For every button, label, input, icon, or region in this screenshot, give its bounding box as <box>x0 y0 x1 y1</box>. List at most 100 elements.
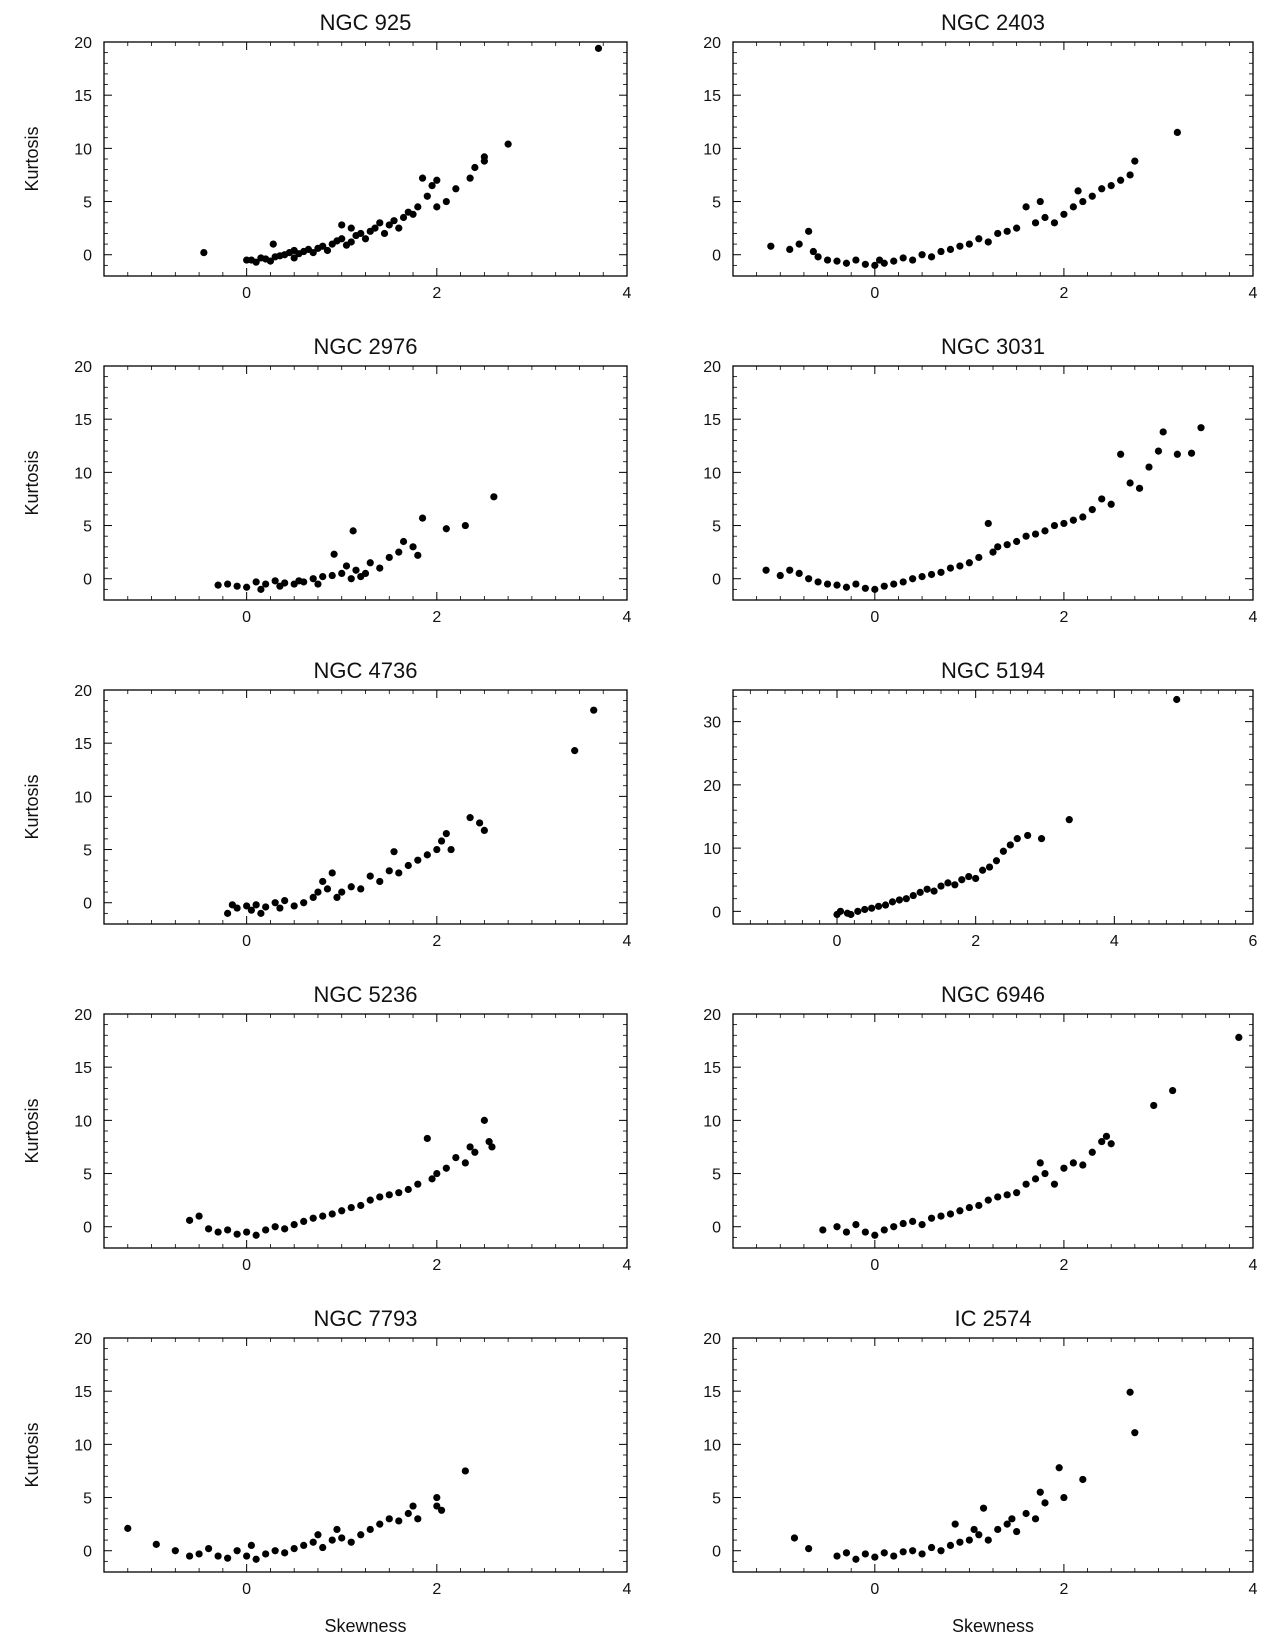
data-point <box>984 1536 992 1544</box>
data-point <box>347 575 355 583</box>
data-point <box>868 904 876 912</box>
data-point <box>956 1538 964 1546</box>
data-point <box>366 1196 374 1204</box>
data-point <box>214 1228 222 1236</box>
y-tick-label: 5 <box>83 843 92 860</box>
data-point <box>871 585 879 593</box>
data-point <box>328 571 336 580</box>
y-tick-label: 10 <box>703 1437 721 1454</box>
data-point <box>338 1207 346 1215</box>
y-tick-label: 20 <box>74 1331 92 1348</box>
data-point <box>1107 500 1115 508</box>
data-point <box>989 548 997 556</box>
data-point <box>433 203 441 211</box>
data-point <box>965 1203 973 1212</box>
data-point <box>461 1467 469 1475</box>
x-tick-label: 4 <box>623 933 632 950</box>
data-point <box>923 885 931 893</box>
data-point <box>809 247 817 256</box>
plot-frame <box>732 1337 1254 1573</box>
plot-frame <box>103 1013 628 1249</box>
y-tick-label: 20 <box>74 35 92 52</box>
data-point <box>395 869 403 877</box>
y-tick-label: 5 <box>83 1491 92 1508</box>
y-tick-label: 15 <box>74 736 92 753</box>
data-point <box>951 881 959 889</box>
scatter-series <box>185 1116 496 1239</box>
x-tick-label: 0 <box>870 285 879 302</box>
data-point <box>1102 1132 1111 1140</box>
data-point <box>243 583 251 591</box>
data-point <box>1006 841 1014 849</box>
y-tick-label: 10 <box>703 141 721 158</box>
data-point <box>480 153 488 161</box>
data-point <box>590 706 598 714</box>
y-tick-label: 15 <box>74 88 92 105</box>
data-point <box>994 229 1002 238</box>
data-point <box>861 1550 869 1558</box>
y-tick-label: 5 <box>712 1491 721 1508</box>
data-point <box>965 1536 973 1544</box>
data-point <box>319 1543 327 1552</box>
scatter-series <box>767 128 1181 269</box>
scatter-series <box>833 695 1181 919</box>
data-point <box>395 1517 403 1525</box>
data-point <box>786 566 794 574</box>
data-point <box>447 845 455 854</box>
data-point <box>930 887 938 895</box>
data-point <box>442 1164 450 1172</box>
data-point <box>1079 513 1087 521</box>
data-point <box>338 1534 346 1542</box>
data-point <box>1003 541 1011 549</box>
data-point <box>347 883 355 891</box>
plot-frame <box>103 365 628 601</box>
y-axis-label: Kurtosis <box>22 450 42 515</box>
data-point <box>805 1545 813 1553</box>
data-point <box>979 866 987 874</box>
y-tick-label: 10 <box>703 841 721 858</box>
data-point <box>946 564 955 572</box>
data-point <box>309 575 317 583</box>
data-point <box>833 581 841 589</box>
data-point <box>1173 695 1181 704</box>
data-point <box>390 217 398 225</box>
panel-title: IC 2574 <box>954 1306 1031 1331</box>
x-tick-label: 4 <box>623 285 632 302</box>
data-point <box>214 1552 222 1560</box>
data-point <box>300 899 308 907</box>
data-point <box>376 877 384 886</box>
data-point <box>442 197 450 206</box>
data-point <box>281 897 289 905</box>
x-tick-label: 2 <box>971 933 980 950</box>
x-tick-label: 4 <box>623 1257 632 1274</box>
scatter-series <box>124 1467 469 1563</box>
data-point <box>290 902 298 910</box>
data-point <box>347 1538 355 1546</box>
data-point <box>842 583 851 591</box>
data-point <box>842 1228 851 1236</box>
data-point <box>271 577 279 585</box>
x-tick-label: 0 <box>242 1257 251 1274</box>
data-point <box>361 569 370 578</box>
x-tick-label: 2 <box>1059 285 1068 302</box>
data-point <box>871 1553 879 1561</box>
data-point <box>195 1550 203 1558</box>
y-tick-label: 20 <box>703 1007 721 1024</box>
data-point <box>861 260 869 268</box>
data-point <box>909 256 917 264</box>
data-point <box>1126 171 1134 179</box>
panel-title: NGC 4736 <box>314 658 418 683</box>
data-point <box>1235 1033 1243 1041</box>
data-point <box>404 1185 412 1194</box>
data-point <box>937 1547 945 1555</box>
data-point <box>1013 224 1021 232</box>
scatter-series <box>214 493 498 593</box>
data-point <box>309 1214 317 1222</box>
data-point <box>399 537 408 546</box>
data-point <box>852 1555 860 1563</box>
data-point <box>956 562 964 570</box>
data-point <box>314 888 322 896</box>
x-tick-label: 4 <box>1249 609 1258 626</box>
data-point <box>1041 1499 1049 1507</box>
data-point <box>946 1541 955 1550</box>
